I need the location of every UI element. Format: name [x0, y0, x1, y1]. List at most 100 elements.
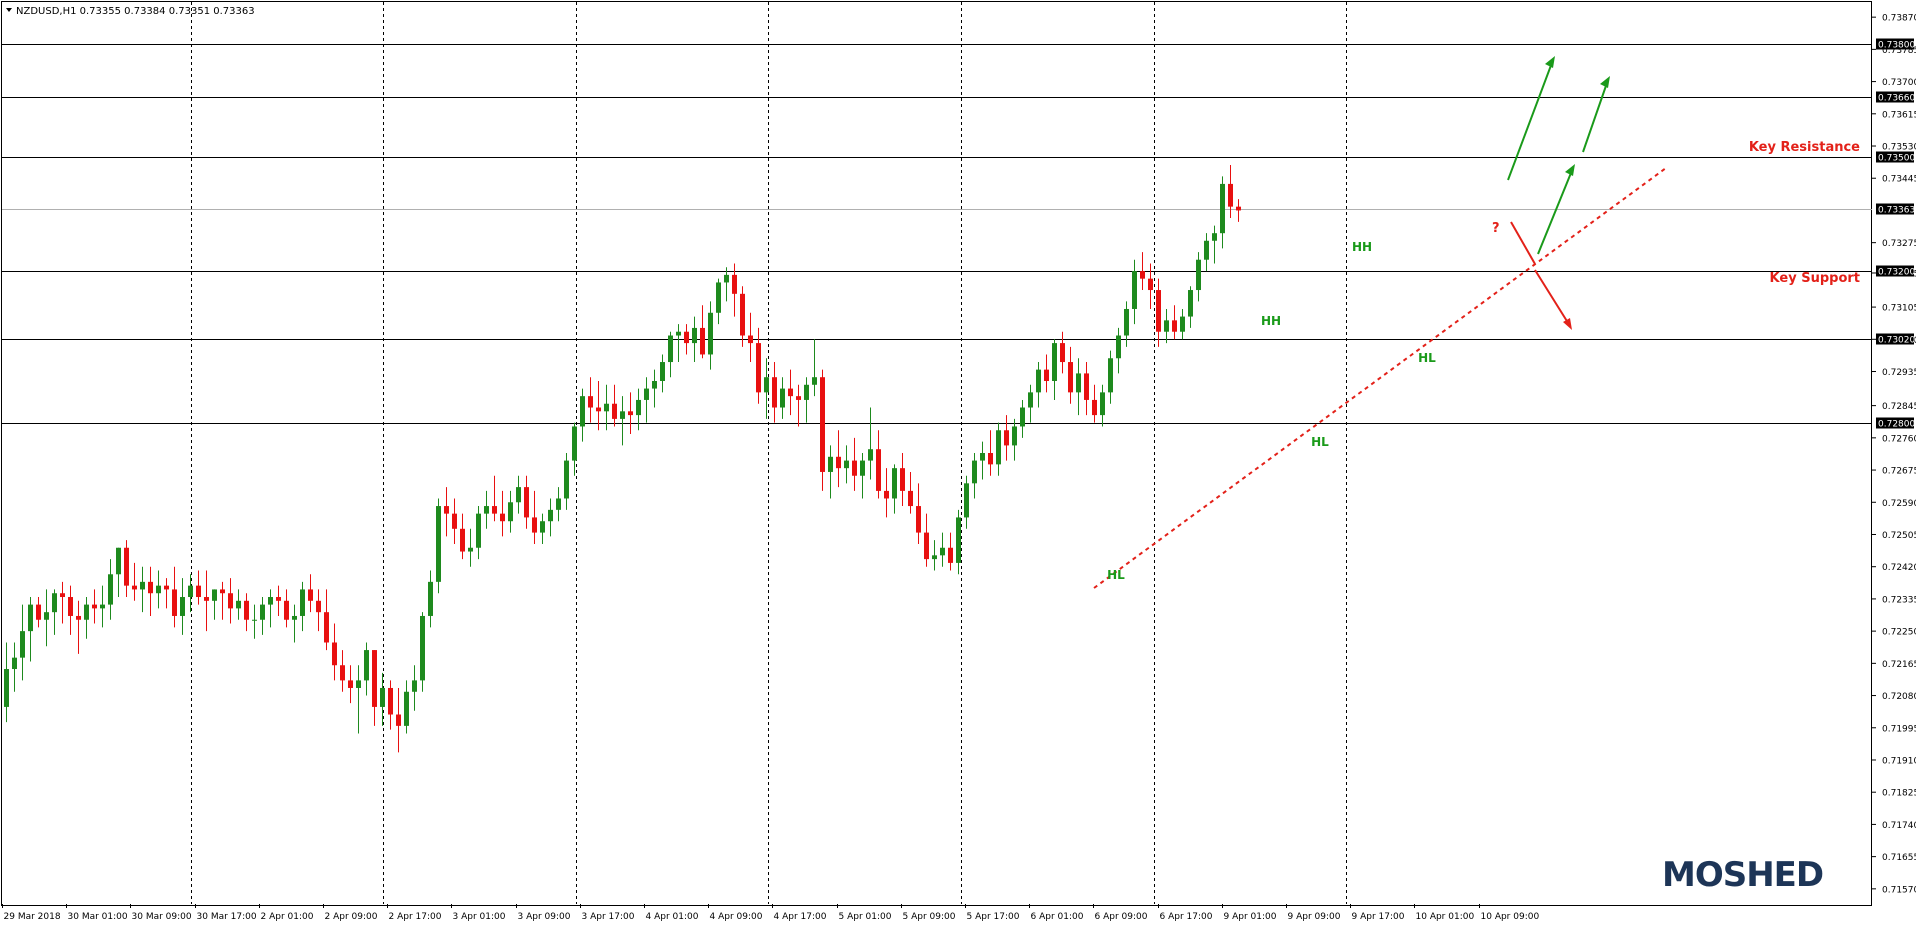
- candle-body: [444, 506, 449, 514]
- x-tick-label: 4 Apr 17:00: [774, 912, 827, 922]
- level-price-label: 0.73020: [1878, 336, 1915, 346]
- candle-body: [1132, 271, 1137, 309]
- candle-body: [508, 502, 513, 521]
- candle-body: [940, 548, 945, 556]
- candle-body: [116, 548, 121, 575]
- candle-body: [772, 377, 777, 407]
- y-tick-label: 0.72165: [1882, 660, 1916, 670]
- question-mark: ?: [1492, 221, 1500, 236]
- candle-body: [668, 336, 673, 363]
- swing-label: HH: [1261, 314, 1281, 328]
- y-tick-label: 0.73530: [1882, 143, 1916, 153]
- candle-body: [236, 601, 241, 609]
- candle-body: [68, 597, 73, 616]
- candle-body: [252, 620, 257, 621]
- y-tick-label: 0.71740: [1882, 821, 1916, 831]
- candle-body: [108, 574, 113, 604]
- candle-body: [732, 275, 737, 294]
- y-tick-label: 0.72080: [1882, 692, 1916, 702]
- x-tick-label: 5 Apr 01:00: [839, 912, 892, 922]
- candle-body: [652, 381, 657, 389]
- candle-body: [1068, 362, 1073, 392]
- candle-body: [44, 612, 49, 620]
- y-tick-label: 0.72675: [1882, 467, 1916, 477]
- candle-body: [604, 404, 609, 412]
- x-tick-label: 30 Mar 17:00: [197, 912, 257, 922]
- candle-body: [492, 506, 497, 514]
- y-tick-label: 0.71995: [1882, 724, 1916, 734]
- candle-body: [1204, 241, 1209, 260]
- candle-body: [1148, 279, 1153, 290]
- candle-body: [548, 510, 553, 521]
- candle-body: [60, 593, 65, 597]
- y-tick-label: 0.72250: [1882, 628, 1916, 638]
- candle-body: [308, 589, 313, 600]
- candle-body: [756, 343, 761, 392]
- candle-body: [356, 680, 361, 688]
- candle-body: [916, 506, 921, 533]
- candle-body: [884, 491, 889, 499]
- candle-body: [276, 597, 281, 601]
- candle-body: [820, 377, 825, 472]
- candle-body: [972, 461, 977, 484]
- candle-body: [1012, 426, 1017, 445]
- y-tick-label: 0.73870: [1882, 14, 1916, 24]
- candle-body: [300, 589, 305, 616]
- x-tick-label: 6 Apr 17:00: [1160, 912, 1213, 922]
- x-tick-label: 10 Apr 09:00: [1481, 912, 1540, 922]
- level-price-label: 0.73800: [1878, 41, 1915, 51]
- candle-body: [924, 533, 929, 560]
- candle-body: [1108, 358, 1113, 392]
- x-tick-label: 2 Apr 17:00: [389, 912, 442, 922]
- candle-body: [860, 461, 865, 476]
- candle-body: [76, 616, 81, 620]
- level-price-label: 0.73660: [1878, 94, 1915, 104]
- candle-body: [620, 411, 625, 419]
- candle-body: [340, 665, 345, 680]
- candle-body: [1052, 343, 1057, 381]
- candle-body: [404, 692, 409, 726]
- candle-body: [516, 487, 521, 502]
- candle-body: [1036, 370, 1041, 393]
- candle-body: [844, 461, 849, 469]
- x-tick-label: 6 Apr 01:00: [1031, 912, 1084, 922]
- candle-body: [260, 605, 265, 620]
- candle-body: [388, 688, 393, 715]
- candle-body: [1172, 320, 1177, 331]
- swing-label: HH: [1352, 240, 1372, 254]
- y-tick-label: 0.73615: [1882, 110, 1916, 120]
- level-price-label: 0.73500: [1878, 154, 1915, 164]
- candle-body: [1076, 373, 1081, 392]
- candle-body: [28, 605, 33, 632]
- y-tick-label: 0.72505: [1882, 531, 1916, 541]
- candle-body: [148, 582, 153, 593]
- candle-body: [84, 605, 89, 620]
- candle-body: [500, 514, 505, 522]
- x-tick-label: 9 Apr 17:00: [1352, 912, 1405, 922]
- swing-label: HL: [1418, 351, 1436, 365]
- candle-body: [1092, 400, 1097, 415]
- candle-body: [204, 597, 209, 601]
- candle-body: [364, 650, 369, 680]
- swing-label: HL: [1107, 568, 1125, 582]
- candle-body: [1028, 392, 1033, 407]
- candle-body: [284, 601, 289, 620]
- logo-mosh: MOSHED: [1662, 855, 1823, 895]
- candle-body: [396, 715, 401, 726]
- candle-body: [724, 275, 729, 283]
- y-tick-label: 0.72590: [1882, 499, 1916, 509]
- candle-body: [180, 597, 185, 616]
- candle-body: [708, 313, 713, 355]
- candle-body: [1100, 392, 1105, 415]
- y-tick-label: 0.72845: [1882, 402, 1916, 412]
- candle-body: [644, 389, 649, 400]
- candle-body: [164, 586, 169, 590]
- candle-body: [452, 514, 457, 529]
- candle-body: [836, 457, 841, 468]
- x-tick-label: 9 Apr 01:00: [1224, 912, 1277, 922]
- candle-body: [436, 506, 441, 582]
- candle-body: [348, 680, 353, 688]
- candle-body: [228, 593, 233, 608]
